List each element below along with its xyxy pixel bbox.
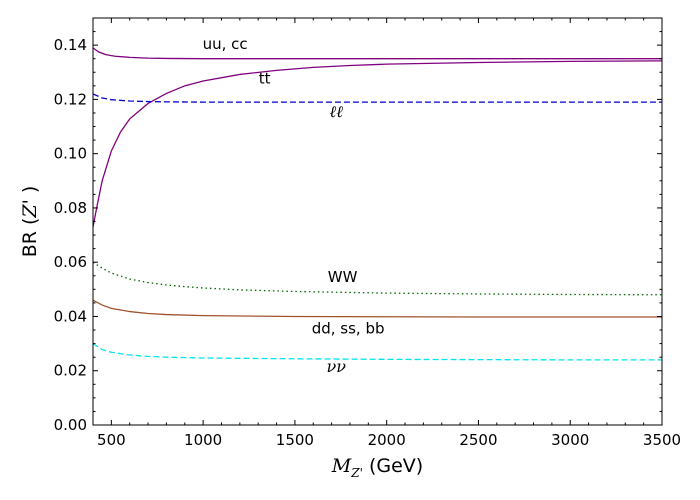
y-axis-label-suffix: ) [19,186,41,199]
series-layer [93,47,662,361]
series-annotation: WW [328,268,358,286]
annotation-layer: uu, cc tt ℓℓ WW dd, ss, bb νν [203,35,385,376]
series-annotation: dd, ss, bb [312,319,385,337]
y-axis-label-prefix: BR ( [19,218,41,258]
x-tick-label: 2500 [459,431,497,449]
x-axis-label: MZ' (GeV) [331,455,423,480]
x-tick-label: 1500 [276,431,314,449]
y-tick-label: 0.02 [54,362,87,380]
x-axis-label-unit: (GeV) [363,455,423,477]
series-annotation: uu, cc [203,35,248,53]
y-tick-label: 0.00 [54,416,87,434]
series-line-5 [93,299,662,318]
y-tick-label: 0.10 [54,145,87,163]
x-tick-label: 3000 [551,431,589,449]
series-annotation: ℓℓ [330,102,344,121]
x-tick-label: 500 [97,431,126,449]
x-axis-label-subscript: Z' [350,466,363,480]
y-tick-label: 0.12 [54,90,87,108]
series-annotation: tt [259,70,271,88]
series-line-6 [93,343,662,361]
x-tick-label: 1000 [184,431,222,449]
y-tick-label: 0.14 [54,36,87,54]
y-axis-label: BR (Z' ) [19,186,41,258]
x-tick-label: 3500 [643,431,681,449]
plot-frame [92,17,663,426]
x-axis-label-var: M [331,455,352,477]
x-tick-label: 2000 [368,431,406,449]
series-line-3 [93,93,662,103]
series-line-1 [93,47,662,60]
series-line-2 [93,60,662,228]
y-axis-label-var: Z' [19,199,41,218]
y-tick-label: 0.08 [54,199,87,217]
series-annotation: νν [326,357,346,376]
y-tick-label: 0.04 [54,307,87,325]
series-line-4 [93,261,662,296]
y-tick-label: 0.06 [54,253,87,271]
